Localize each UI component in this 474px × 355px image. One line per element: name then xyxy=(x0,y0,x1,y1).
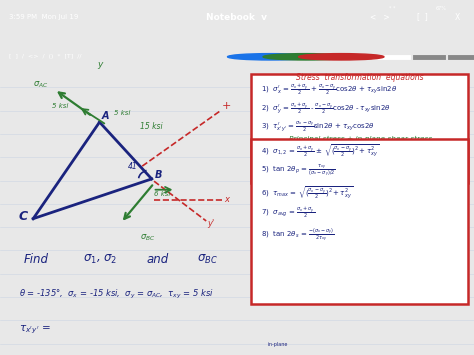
Text: C: C xyxy=(19,210,28,223)
Text: A: A xyxy=(101,111,109,121)
Text: in-plane: in-plane xyxy=(263,342,287,347)
Text: $\sigma_1$, $\sigma_2$: $\sigma_1$, $\sigma_2$ xyxy=(83,253,118,266)
Text: $\tau_{x'y'}$ =: $\tau_{x'y'}$ = xyxy=(19,324,51,336)
Circle shape xyxy=(263,54,348,60)
Text: and: and xyxy=(147,253,169,266)
Text: 4)  $\sigma_{1,2}$ = $\frac{\sigma_x+\sigma_y}{2}$ $\pm$ $\sqrt{(\frac{\sigma_x-: 4) $\sigma_{1,2}$ = $\frac{\sigma_x+\sig… xyxy=(261,143,379,159)
Text: $\theta$ = -135$\degree$,  $\sigma_x$ = -15 ksi,  $\sigma_y$ = $\sigma_{AC}$,  $: $\theta$ = -135$\degree$, $\sigma_x$ = -… xyxy=(19,288,214,301)
Text: 41: 41 xyxy=(128,162,138,171)
Circle shape xyxy=(228,54,313,60)
Text: [  ]  /  <>  /  ()  *  [T]  //: [ ] / <> / () * [T] // xyxy=(9,54,82,59)
Text: $\sigma_{BC}$: $\sigma_{BC}$ xyxy=(197,253,218,266)
Text: Find: Find xyxy=(24,253,49,266)
Text: $\sigma_{BC}$: $\sigma_{BC}$ xyxy=(140,233,155,244)
Text: X: X xyxy=(455,12,460,22)
FancyBboxPatch shape xyxy=(251,139,468,304)
Text: 2)  $\sigma_{y}'$ = $\frac{\sigma_x+\sigma_y}{2}$ - $\frac{\sigma_x-\sigma_y}{2}: 2) $\sigma_{y}'$ = $\frac{\sigma_x+\sigm… xyxy=(261,102,391,116)
Text: Stress  transformation  equations: Stress transformation equations xyxy=(296,73,424,82)
Text: y': y' xyxy=(208,219,215,228)
Text: 3:59 PM  Mon Jul 19: 3:59 PM Mon Jul 19 xyxy=(9,14,79,20)
Text: 6 ksi: 6 ksi xyxy=(154,191,171,197)
Text: 7)  $\sigma_{avg}$ = $\frac{\sigma_x+\sigma_y}{2}$: 7) $\sigma_{avg}$ = $\frac{\sigma_x+\sig… xyxy=(261,205,315,219)
Text: Principal stress + in-plane shear stress: Principal stress + in-plane shear stress xyxy=(289,136,432,142)
Text: [  ]: [ ] xyxy=(417,12,428,22)
Text: x: x xyxy=(224,195,229,204)
Circle shape xyxy=(299,54,384,60)
Text: <   >: < > xyxy=(370,12,389,22)
Text: 15 ksi: 15 ksi xyxy=(140,122,163,131)
Text: * *: * * xyxy=(389,6,395,11)
Text: 3)  $\tau_{x'y'}'$ = $\frac{\sigma_x-\sigma_y}{2}$sin2$\theta$ + $\tau_{xy}$cos2: 3) $\tau_{x'y'}'$ = $\frac{\sigma_x-\sig… xyxy=(261,120,374,135)
Text: 67%: 67% xyxy=(436,6,446,11)
Text: 8)  tan 2$\theta_s$ = $\frac{-(\sigma_x-\sigma_y)}{2\tau_{xy}}$: 8) tan 2$\theta_s$ = $\frac{-(\sigma_x-\… xyxy=(261,226,334,244)
Text: 6)  $\tau_{max}$ = $\sqrt{(\frac{\sigma_x-\sigma_y}{2})^2+\tau_{xy}^2}$: 6) $\tau_{max}$ = $\sqrt{(\frac{\sigma_x… xyxy=(261,185,353,201)
Text: 1)  $\sigma_{x}'$ = $\frac{\sigma_x+\sigma_y}{2}$ + $\frac{\sigma_x-\sigma_y}{2}: 1) $\sigma_{x}'$ = $\frac{\sigma_x+\sigm… xyxy=(261,83,397,97)
Text: Notebook  v: Notebook v xyxy=(207,12,267,22)
Text: 5)  tan 2$\theta_p$ = $\frac{\tau_{xy}}{(\sigma_x-\sigma_y)/2}$: 5) tan 2$\theta_p$ = $\frac{\tau_{xy}}{(… xyxy=(261,163,336,179)
Text: y: y xyxy=(97,60,102,69)
FancyBboxPatch shape xyxy=(251,74,468,183)
Text: B: B xyxy=(155,169,162,180)
Text: 5 ksi: 5 ksi xyxy=(52,103,69,109)
Text: +: + xyxy=(222,101,231,111)
Text: $\sigma_{AC}$: $\sigma_{AC}$ xyxy=(33,80,48,90)
Text: 5 ksi: 5 ksi xyxy=(114,110,130,116)
